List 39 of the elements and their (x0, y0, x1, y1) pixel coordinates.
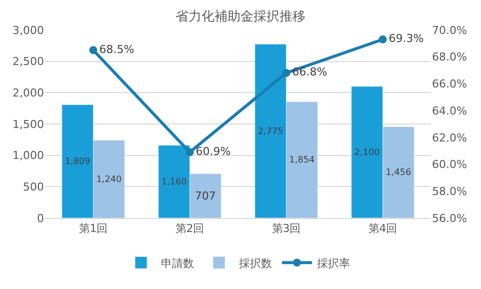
point (282, 68, 290, 77)
data-label: 1,456 (386, 168, 412, 178)
data-label: 60.9% (196, 144, 231, 158)
y-tick-label: 2,000 (12, 86, 44, 100)
y-tick-label: 500 (23, 180, 44, 194)
data-label: 1,809 (64, 157, 90, 168)
y2-tick-label: 68.0% (432, 50, 467, 64)
x-tick-label: 第2回 (175, 222, 204, 236)
y-tick-label: 2,500 (12, 55, 44, 68)
data-label: 2,775 (258, 126, 284, 137)
x-tick-label: 第1回 (78, 222, 108, 236)
legend-label: 申請数 (161, 256, 194, 270)
y2-tick-label: 64.0% (432, 104, 467, 118)
data-label: 1,854 (289, 156, 315, 166)
y2-tick-label: 56.0% (432, 212, 467, 225)
data-label: 2,100 (354, 148, 380, 158)
data-label: 1,240 (96, 174, 122, 185)
data-label: 69.3% (388, 32, 424, 46)
x-tick-label: 第3回 (272, 222, 301, 236)
y-tick-label: 0 (37, 212, 44, 225)
legend-label: 採択数 (239, 256, 272, 270)
y2-tick-label: 66.0% (432, 78, 467, 91)
point (186, 148, 194, 156)
y2-tick-label: 60.0% (432, 158, 467, 172)
data-label: 66.8% (292, 66, 328, 79)
data-label: 707 (194, 189, 216, 202)
data-label: 68.5% (99, 42, 134, 56)
legend-label: 採択率 (317, 256, 350, 270)
data-label: 1,160 (161, 177, 188, 188)
y-tick-label: 1,500 (12, 118, 44, 131)
y2-tick-label: 62.0% (432, 131, 467, 144)
point (89, 46, 98, 54)
y2-tick-label: 58.0% (432, 184, 467, 198)
x-tick-label: 第4回 (368, 222, 398, 236)
y-tick-label: 1,000 (12, 149, 44, 162)
y-tick-label: 3,000 (12, 24, 44, 37)
chart-title: 省力化補助金採択推移 (176, 10, 306, 25)
y2-tick-label: 70.0% (432, 24, 467, 37)
point (378, 35, 387, 44)
